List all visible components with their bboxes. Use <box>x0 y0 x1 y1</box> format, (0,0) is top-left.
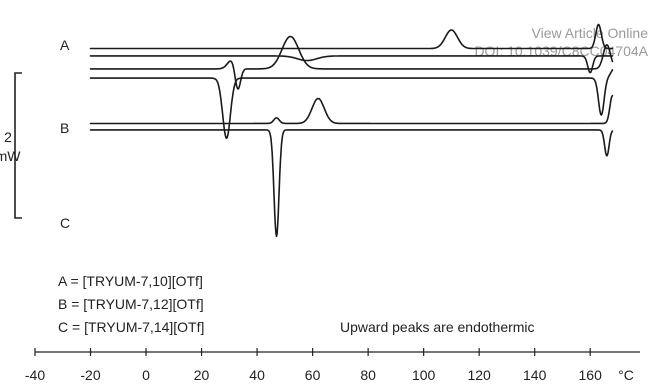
series-a-cooling-curve <box>89 55 614 74</box>
watermark-view-article[interactable]: View Article Online <box>532 25 649 41</box>
x-tick-label: 140 <box>523 367 547 383</box>
series-b-cooling-curve <box>89 69 614 140</box>
x-axis-ticks: -40 -20 0 20 40 60 80 100 120 140 160 <box>25 348 602 383</box>
x-tick-label: 0 <box>142 367 150 383</box>
x-tick-label: 160 <box>579 367 603 383</box>
series-a-heating-curve <box>89 23 614 50</box>
x-axis-unit: °C <box>618 367 634 383</box>
x-tick-label: 20 <box>194 367 210 383</box>
x-tick-label: 100 <box>412 367 436 383</box>
scale-bar <box>14 72 22 219</box>
series-c-heating-curve <box>89 94 614 125</box>
curves-group <box>89 23 614 238</box>
legend-entry-b: B = [TRYUM-7,12][OTf] <box>58 296 204 312</box>
scale-bar-value: 2 <box>4 129 12 145</box>
series-label-b: B <box>60 120 69 136</box>
x-tick-label: 80 <box>360 367 376 383</box>
scale-bar-unit: mW <box>0 148 21 164</box>
x-tick-label: 60 <box>305 367 321 383</box>
series-label-c: C <box>60 215 70 231</box>
endothermic-note: Upward peaks are endothermic <box>340 319 535 335</box>
x-tick-label: 120 <box>467 367 491 383</box>
x-tick-label: -20 <box>80 367 100 383</box>
legend-entry-a: A = [TRYUM-7,10][OTf] <box>58 273 203 289</box>
x-tick-label: 40 <box>249 367 265 383</box>
x-tick-label: -40 <box>25 367 45 383</box>
legend-entry-c: C = [TRYUM-7,14][OTf] <box>58 319 204 335</box>
series-label-a: A <box>60 37 70 53</box>
series-c-cooling-curve <box>89 129 614 238</box>
series-b-heating-curve <box>89 35 614 90</box>
